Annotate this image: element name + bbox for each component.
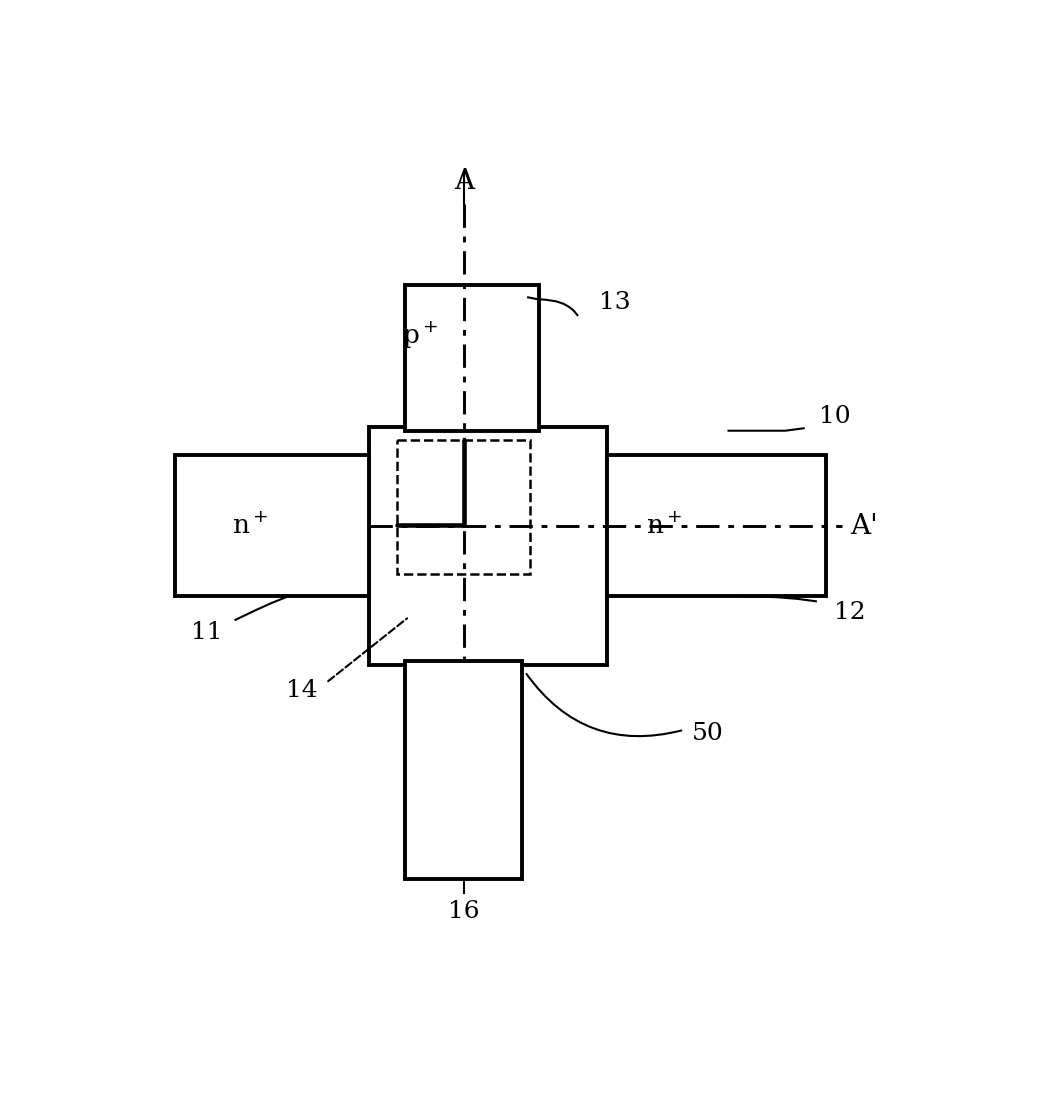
Text: 16: 16 <box>448 899 480 923</box>
Text: n$^+$: n$^+$ <box>232 512 268 539</box>
Text: p$^+$: p$^+$ <box>402 319 438 352</box>
Bar <box>369 427 607 665</box>
Text: A: A <box>454 167 475 195</box>
Text: 11: 11 <box>192 621 223 644</box>
Bar <box>607 455 826 597</box>
Text: 10: 10 <box>819 405 851 428</box>
Text: 13: 13 <box>599 292 631 315</box>
Text: A': A' <box>850 512 877 540</box>
Bar <box>397 440 531 573</box>
Text: 14: 14 <box>286 680 318 702</box>
Bar <box>175 455 369 597</box>
Text: 50: 50 <box>693 722 724 745</box>
Text: 12: 12 <box>833 601 866 624</box>
Bar <box>405 661 523 879</box>
Text: n$^+$: n$^+$ <box>646 512 682 539</box>
Bar <box>405 285 538 430</box>
